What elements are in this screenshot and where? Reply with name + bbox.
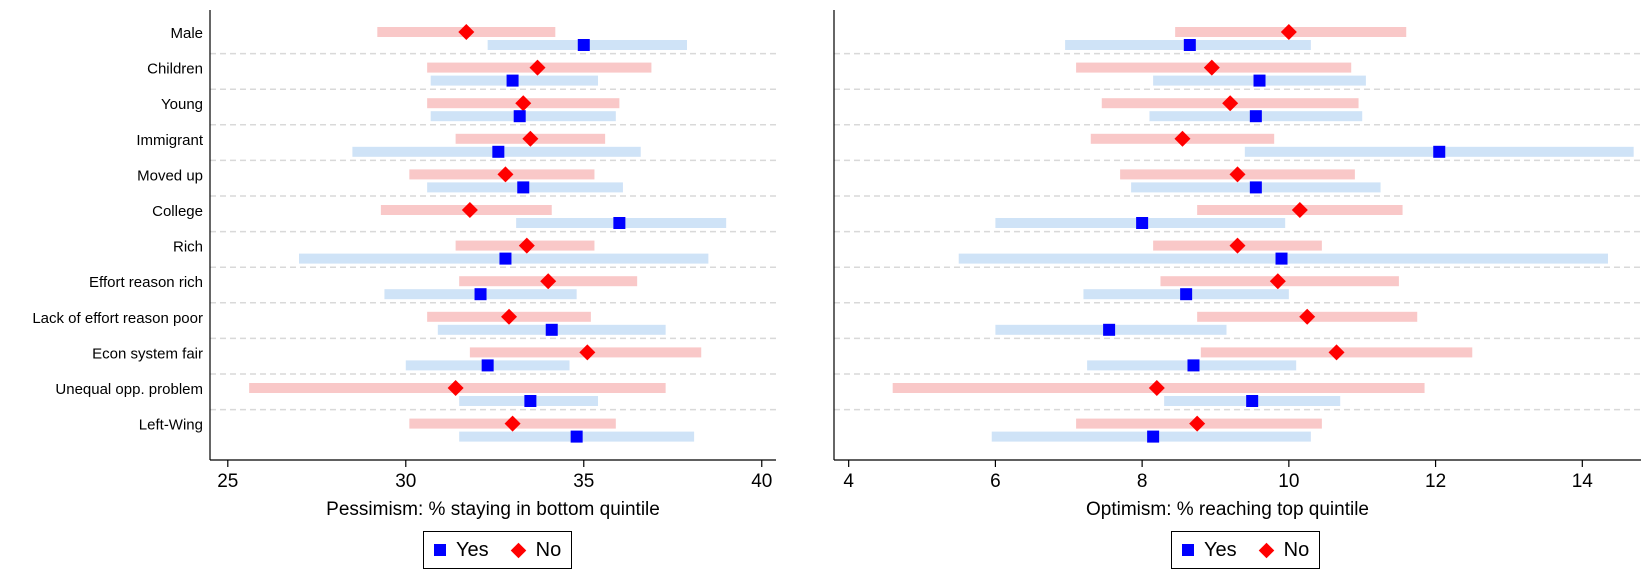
- x-tick-label: 14: [1572, 471, 1594, 492]
- category-label: Immigrant: [136, 132, 204, 149]
- category-label: Rich: [173, 239, 203, 256]
- square-marker-icon: [1182, 544, 1194, 556]
- point-no: [1229, 237, 1246, 254]
- point-no: [1291, 202, 1308, 218]
- point-yes: [513, 110, 526, 123]
- category-label: Left-Wing: [139, 417, 203, 434]
- point-yes: [577, 39, 590, 51]
- point-yes: [1275, 252, 1288, 265]
- point-yes: [492, 145, 505, 158]
- point-yes: [1249, 110, 1262, 123]
- point-no: [1229, 166, 1246, 183]
- point-no: [518, 237, 535, 254]
- x-tick-label: 40: [751, 471, 772, 492]
- x-axis-title: Pessimism: % staying in bottom quintile: [326, 499, 660, 520]
- category-label: Moved up: [137, 167, 203, 184]
- point-yes: [1103, 323, 1116, 336]
- point-no: [1222, 95, 1239, 112]
- point-yes: [613, 217, 626, 229]
- point-no: [497, 166, 514, 183]
- point-yes: [524, 395, 537, 407]
- point-yes: [545, 323, 558, 336]
- point-yes: [474, 288, 487, 301]
- point-yes: [1187, 359, 1200, 372]
- point-yes: [499, 252, 512, 265]
- x-tick-label: 30: [395, 471, 416, 492]
- point-no: [1203, 59, 1220, 76]
- x-tick-label: 35: [573, 471, 594, 492]
- point-yes: [481, 359, 494, 372]
- x-axis-title: Optimism: % reaching top quintile: [1086, 499, 1369, 520]
- point-yes: [1253, 74, 1266, 87]
- point-no: [1328, 344, 1345, 361]
- point-yes: [1136, 217, 1149, 229]
- point-no: [501, 308, 518, 325]
- category-label: Unequal opp. problem: [55, 381, 203, 398]
- x-tick-label: 10: [1278, 471, 1299, 492]
- point-yes: [1180, 288, 1193, 301]
- pessimism-panel: 25 30 35 40 Pessimism: % staying in bottom q…: [209, 10, 776, 520]
- legend-pessimism: Yes No: [423, 531, 573, 569]
- diamond-marker-icon: [1258, 542, 1274, 558]
- legend-item-no: No: [1258, 538, 1310, 562]
- point-no: [540, 273, 557, 290]
- legend-optimism: Yes No: [1171, 531, 1321, 569]
- category-label: Male: [170, 25, 203, 42]
- category-labels: Male Children Young Immigrant Moved up Colleg…: [32, 25, 203, 434]
- point-no: [529, 59, 546, 76]
- category-label: Effort reason rich: [89, 274, 203, 291]
- point-yes: [1433, 145, 1446, 158]
- x-tick-label: 4: [843, 471, 854, 492]
- legend-label-no: No: [535, 538, 562, 561]
- legend-label-yes: Yes: [456, 538, 489, 561]
- point-yes: [506, 74, 519, 87]
- legend-label-no: No: [1283, 538, 1310, 561]
- category-label: Econ system fair: [92, 345, 203, 362]
- optimism-panel: 4 6 8 10 12 14 Optimism: % reaching top quinti…: [833, 10, 1641, 520]
- point-yes: [570, 430, 583, 443]
- point-no: [1148, 380, 1165, 396]
- x-tick-label: 6: [990, 471, 1001, 492]
- x-tick-label: 25: [217, 471, 238, 492]
- x-tick-label: 12: [1425, 471, 1446, 492]
- point-no: [1174, 130, 1191, 147]
- category-label: College: [152, 203, 203, 220]
- diamond-marker-icon: [510, 542, 526, 558]
- point-yes: [1147, 430, 1160, 443]
- point-no: [522, 130, 539, 147]
- point-yes: [1249, 181, 1262, 194]
- legend-item-yes: Yes: [434, 539, 489, 562]
- point-no: [461, 202, 478, 218]
- category-label: Lack of effort reason poor: [32, 310, 203, 327]
- point-no: [1269, 273, 1286, 290]
- point-no: [447, 380, 464, 396]
- square-marker-icon: [434, 544, 446, 556]
- legend-label-yes: Yes: [1204, 538, 1237, 561]
- point-no: [458, 24, 475, 40]
- point-no: [579, 344, 596, 361]
- legend-item-yes: Yes: [1182, 539, 1237, 562]
- point-no: [1299, 308, 1316, 325]
- category-label: Children: [147, 61, 203, 78]
- point-no: [515, 95, 532, 112]
- point-yes: [517, 181, 530, 194]
- point-yes: [1183, 39, 1196, 51]
- legend-item-no: No: [510, 538, 562, 562]
- point-yes: [1246, 395, 1259, 407]
- category-label: Young: [161, 96, 203, 113]
- point-no: [1280, 24, 1297, 40]
- x-tick-label: 8: [1137, 471, 1148, 492]
- point-no: [1189, 415, 1206, 432]
- point-no: [504, 415, 521, 432]
